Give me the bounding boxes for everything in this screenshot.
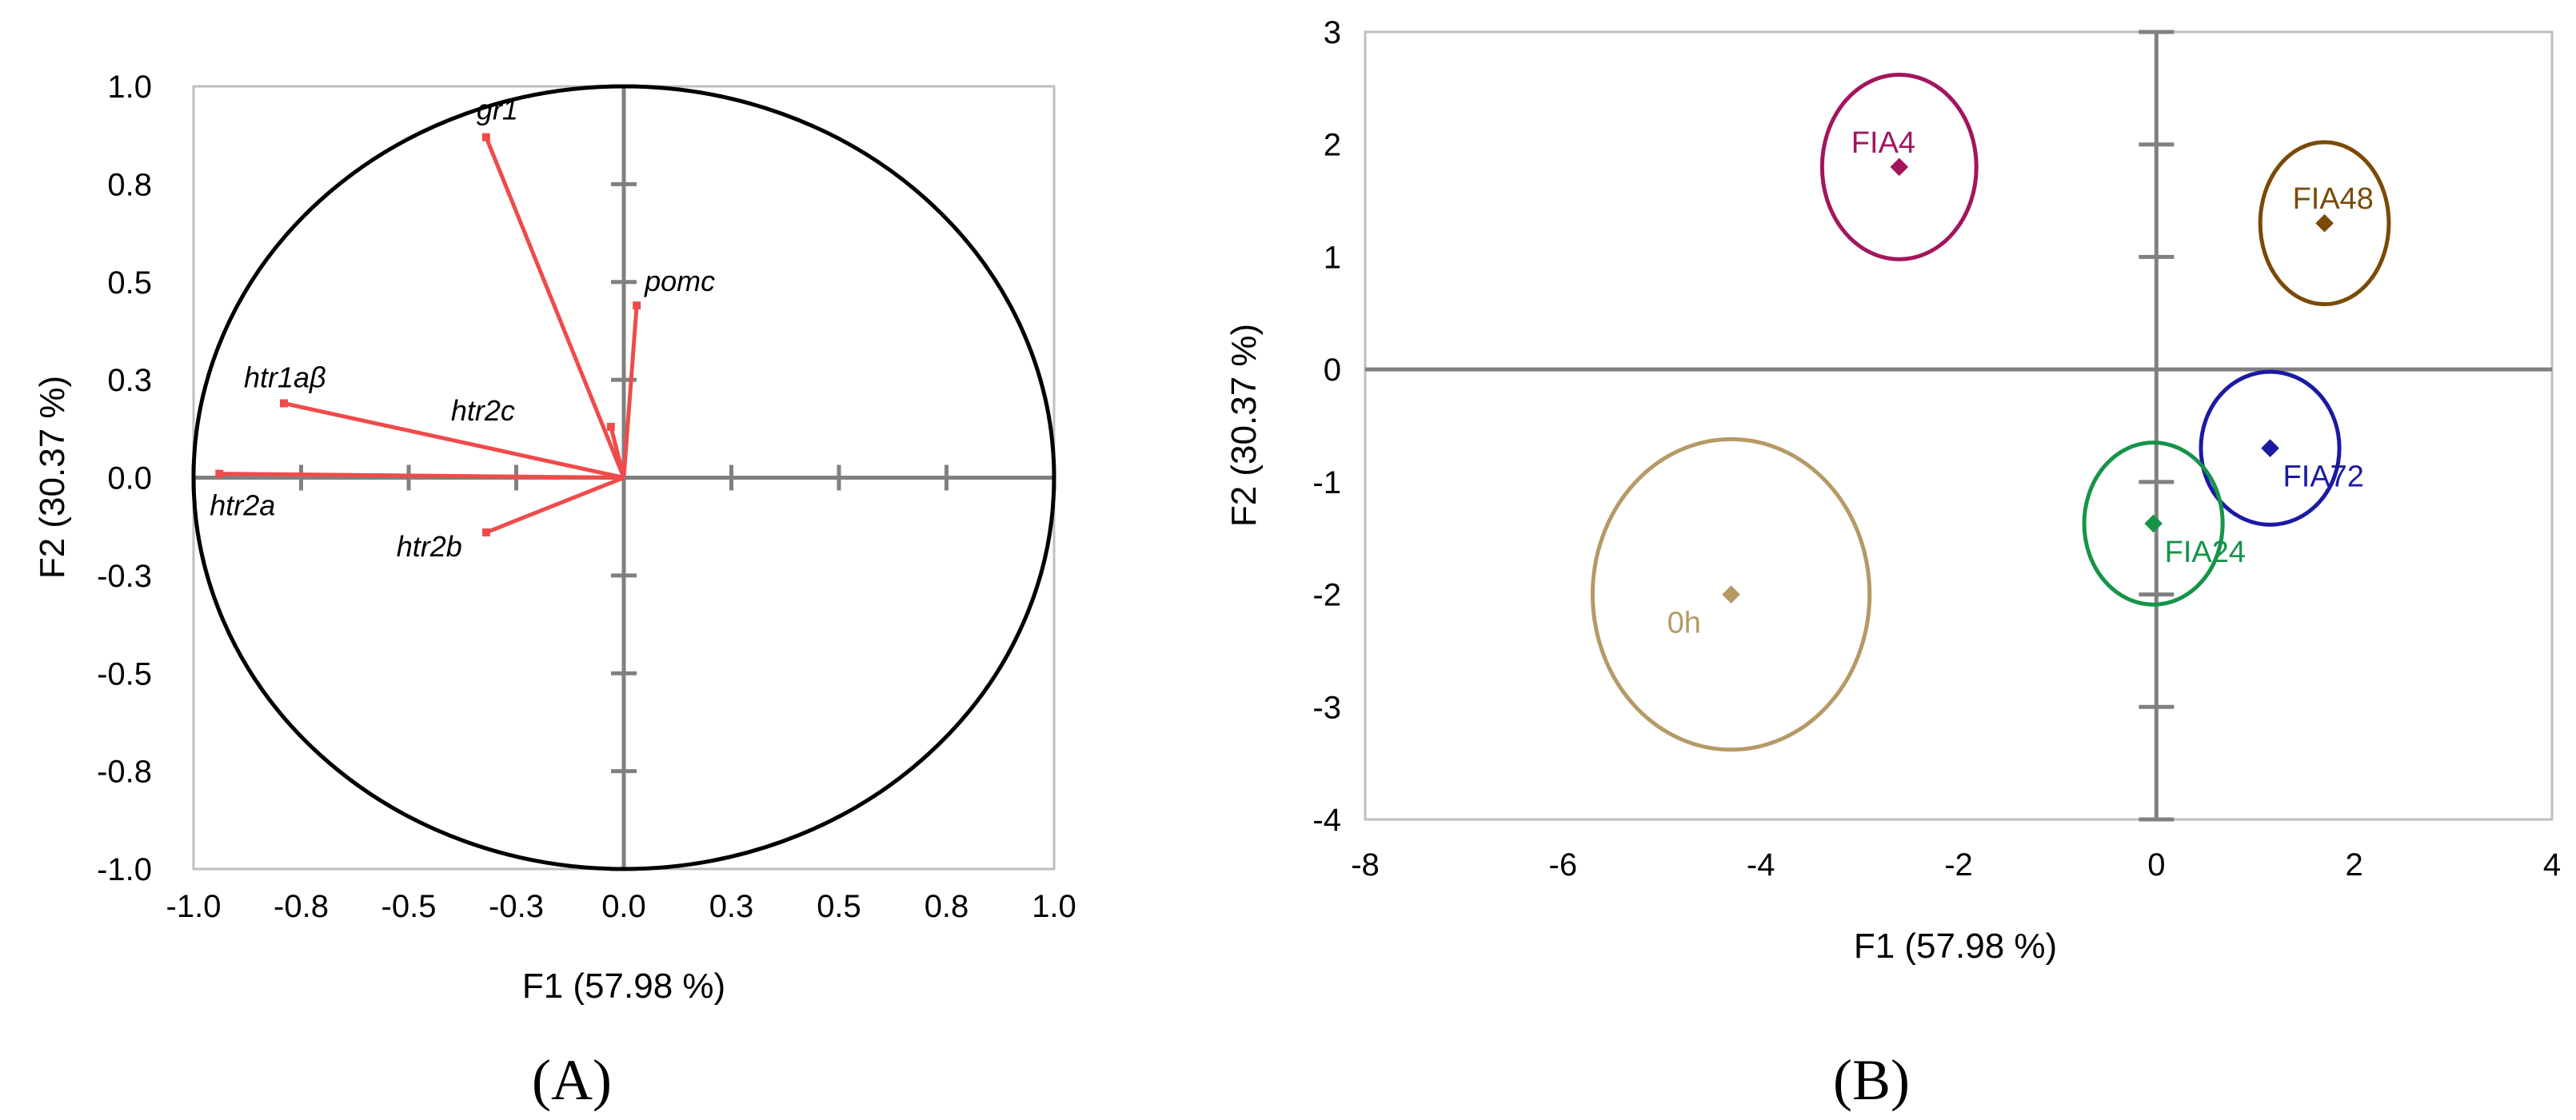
y-tick-label-b: -2 — [1312, 578, 1341, 613]
group-label: 0h — [1667, 607, 1701, 640]
y-tick-label-b: -1 — [1312, 465, 1341, 500]
y-axis-label-a: F2 (30.37 %) — [33, 376, 72, 579]
confidence-ellipse — [2082, 440, 2225, 607]
group-centroid — [2315, 213, 2334, 233]
vector-point — [279, 399, 288, 408]
x-tick-labels-b: -8 -6 -4 -2 0 2 4 — [1351, 847, 2561, 883]
x-tick-label-b: 2 — [2346, 847, 2363, 883]
vector-label: htr2b — [397, 530, 462, 563]
vector-line — [609, 426, 626, 479]
y-tick-label-a: -0.5 — [97, 656, 152, 692]
x-axis-label-b: F1 (57.98 %) — [1854, 927, 2057, 966]
panel-b: FIA4 FIA48 FIA72 FIA24 0h -8 -6 -4 -2 0 2 4 -4 -3 -2… — [1224, 15, 2561, 1112]
x-tick-label-b: -4 — [1747, 847, 1775, 883]
x-tick-label-b: -2 — [1944, 847, 1973, 883]
y-tick-label-a: 0.8 — [107, 167, 152, 202]
vector-label: htr2c — [451, 394, 515, 427]
y-tick-labels-a: -1.0 -0.8 -0.5 -0.3 0.0 0.3 0.5 0.8 1.0 — [97, 70, 152, 887]
confidence-ellipse — [2199, 369, 2342, 527]
group-label: FIA48 — [2293, 182, 2374, 216]
axis-ticks-b — [2139, 30, 2175, 822]
plot-frame-b — [1364, 30, 2554, 821]
group-centroid — [1722, 585, 1740, 604]
vector-line — [484, 136, 626, 479]
y-tick-label-b: 3 — [1324, 15, 1341, 50]
x-tick-label-a: -0.5 — [381, 889, 437, 924]
y-tick-label-b: -4 — [1312, 803, 1341, 838]
x-tick-label-a: 0.0 — [601, 889, 646, 924]
group-ellipses: FIA4 FIA48 FIA72 FIA24 0h — [1590, 72, 2391, 752]
x-tick-label-a: 0.8 — [925, 889, 969, 924]
vector-point — [481, 133, 490, 141]
x-tick-label-a: 1.0 — [1032, 889, 1076, 924]
y-tick-label-a: 1.0 — [107, 70, 152, 105]
group-label: FIA4 — [1851, 126, 1915, 160]
x-tick-labels-a: -1.0 -0.8 -0.5 -0.3 0.0 0.3 0.5 0.8 1.0 — [166, 889, 1076, 924]
vector-point — [215, 469, 224, 478]
x-tick-label-a: 0.3 — [709, 889, 754, 924]
variable-vectors: gr1 pomc htr1aβ htr2c htr2a htr2b — [210, 94, 715, 563]
panel-label-b: (B) — [1833, 1048, 1910, 1112]
x-tick-label-b: 0 — [2147, 847, 2165, 883]
y-tick-label-b: 2 — [1324, 128, 1341, 163]
y-tick-label-a: 0.3 — [107, 363, 152, 398]
vector-line — [283, 401, 625, 480]
group-centroid — [1890, 157, 1909, 177]
correlation-circle — [191, 84, 1056, 871]
y-tick-labels-b: -4 -3 -2 -1 0 1 2 3 — [1312, 15, 1341, 838]
group-centroid — [2144, 514, 2163, 533]
group-centroid — [2261, 439, 2279, 457]
y-axis-label-b: F2 (30.37 %) — [1224, 324, 1264, 527]
y-tick-label-a: 0.0 — [107, 461, 152, 496]
vector-point — [606, 422, 615, 431]
x-tick-label-a: -0.8 — [274, 889, 329, 924]
vector-label: htr1aβ — [244, 361, 326, 393]
vector-line — [621, 305, 639, 478]
y-tick-label-b: -3 — [1312, 690, 1341, 725]
group-label: FIA24 — [2165, 536, 2246, 569]
y-tick-label-a: 0.5 — [107, 265, 152, 301]
confidence-ellipse — [1819, 72, 1979, 261]
vector-point — [481, 528, 490, 537]
x-tick-label-a: -1.0 — [166, 889, 222, 924]
y-tick-label-b: 1 — [1324, 240, 1341, 275]
y-tick-label-b: 0 — [1324, 353, 1341, 388]
vector-point — [633, 301, 641, 310]
panel-a: gr1 pomc htr1aβ htr2c htr2a htr2b -1.0 -0.8 -0.… — [33, 70, 1076, 1112]
vector-label: pomc — [644, 265, 715, 297]
vector-label: htr2a — [210, 489, 275, 522]
group-label: FIA72 — [2283, 460, 2364, 494]
x-tick-label-b: 4 — [2543, 847, 2561, 883]
vector-label: gr1 — [477, 94, 518, 126]
y-tick-label-a: -1.0 — [97, 852, 152, 887]
y-tick-label-a: -0.8 — [97, 755, 152, 790]
vector-line — [219, 472, 625, 480]
y-tick-label-a: -0.3 — [97, 559, 152, 594]
vector-line — [485, 476, 625, 535]
x-axis-label-a: F1 (57.98 %) — [522, 967, 725, 1006]
panel-label-a: (A) — [532, 1048, 612, 1112]
x-tick-label-a: 0.5 — [817, 889, 861, 924]
x-tick-label-a: -0.3 — [489, 889, 544, 924]
x-tick-label-b: -8 — [1351, 847, 1380, 883]
confidence-ellipse — [1590, 436, 1872, 752]
confidence-ellipse — [2258, 140, 2391, 307]
x-tick-label-b: -6 — [1549, 847, 1578, 883]
